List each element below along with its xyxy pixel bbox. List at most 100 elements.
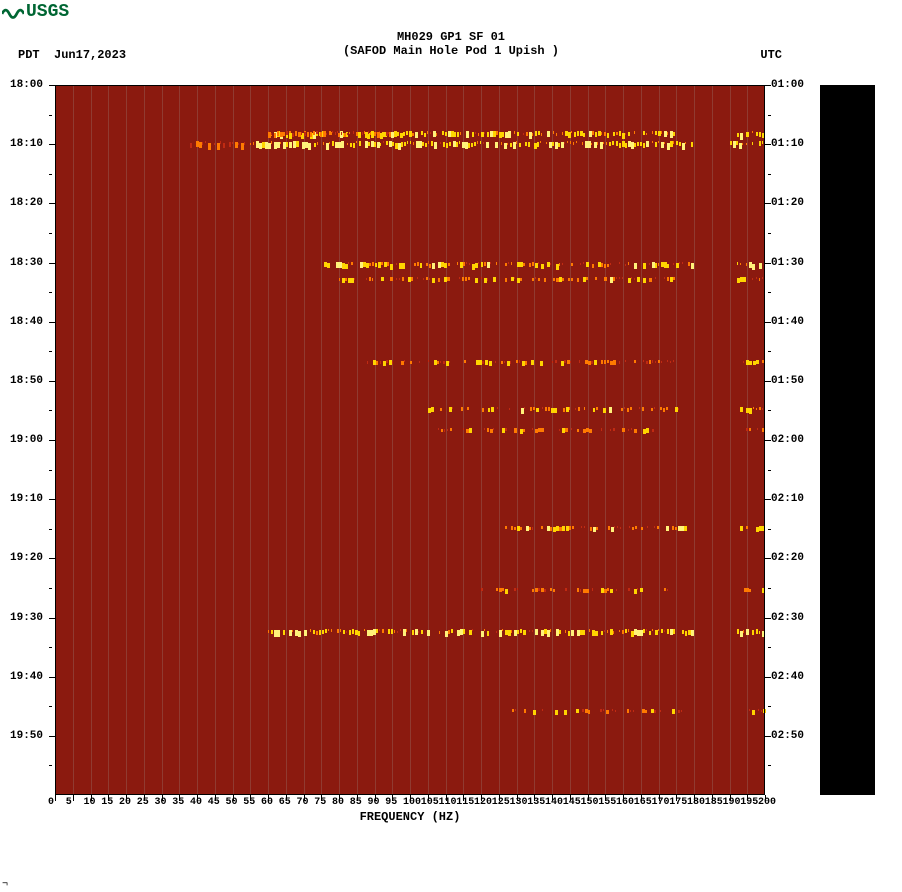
spectral-sliver	[746, 143, 747, 145]
spectral-sliver	[634, 263, 637, 269]
spectral-sliver	[652, 629, 653, 631]
spectral-sliver	[664, 142, 665, 144]
spectral-sliver	[412, 630, 414, 635]
spectral-sliver	[628, 429, 629, 431]
spectral-sliver	[664, 630, 665, 632]
spectral-sliver	[421, 630, 423, 634]
spectral-sliver	[596, 527, 598, 530]
spectral-sliver	[386, 141, 388, 145]
spectral-sliver	[616, 589, 617, 591]
spectral-sliver	[417, 277, 418, 279]
spectral-sliver	[404, 142, 406, 146]
corner-mark: ¬	[2, 879, 8, 890]
spectral-sliver	[601, 631, 603, 635]
y-tick-label: 01:30	[771, 257, 804, 269]
gridline	[321, 85, 322, 795]
gridline	[215, 85, 216, 795]
spectral-sliver	[643, 131, 645, 135]
spectral-sliver	[604, 630, 605, 632]
spectral-sliver	[499, 630, 502, 637]
spectral-sliver	[679, 142, 681, 146]
spectral-sliver	[678, 710, 680, 713]
spectral-sliver	[530, 407, 532, 411]
x-tick-label: 75	[314, 797, 326, 808]
x-tick-label: 70	[297, 797, 309, 808]
spectral-sliver	[472, 132, 474, 137]
spectral-sliver	[283, 132, 285, 136]
spectral-sliver	[505, 526, 507, 529]
spectral-sliver	[577, 429, 579, 432]
spectral-sliver	[538, 278, 540, 281]
spectral-sliver	[643, 360, 644, 362]
x-tick-label: 150	[581, 797, 599, 808]
spectral-sliver	[532, 262, 534, 266]
spectral-sliver	[238, 143, 239, 145]
x-tick-label: 135	[527, 797, 545, 808]
spectral-sliver	[436, 133, 437, 136]
spectral-sliver	[596, 407, 598, 410]
spectral-sliver	[736, 141, 738, 145]
spectral-sliver	[673, 629, 675, 634]
spectral-sliver	[353, 131, 354, 134]
gridline	[286, 85, 287, 795]
spectral-sliver	[505, 428, 507, 431]
spectral-sliver	[580, 263, 581, 265]
spectral-sliver	[523, 429, 525, 432]
spectral-sliver	[452, 407, 453, 409]
gridline	[694, 85, 695, 795]
spectral-band	[737, 278, 765, 284]
spectral-sliver	[746, 526, 748, 529]
spectral-sliver	[351, 262, 353, 265]
gridline	[676, 85, 677, 795]
spectral-sliver	[406, 629, 407, 632]
spectral-sliver	[437, 361, 439, 364]
x-tick-label: 175	[669, 797, 687, 808]
spectral-sliver	[752, 142, 753, 145]
spectral-sliver	[529, 630, 530, 632]
spectral-sliver	[592, 264, 594, 268]
spectral-sliver	[493, 277, 496, 282]
y-tick-label: 19:30	[10, 612, 43, 624]
spectral-sliver	[667, 132, 668, 135]
spectral-sliver	[756, 277, 757, 279]
spectral-sliver	[501, 361, 503, 364]
spectral-sliver	[632, 527, 634, 530]
x-tick-label: 165	[634, 797, 652, 808]
spectral-sliver	[679, 262, 680, 264]
spectral-sliver	[441, 429, 443, 432]
spectral-sliver	[438, 278, 440, 282]
gridline	[712, 85, 713, 795]
spectral-band	[428, 408, 687, 414]
spectral-sliver	[390, 264, 393, 270]
spectral-sliver	[390, 277, 393, 281]
spectral-sliver	[655, 277, 656, 279]
x-tick-label: 85	[350, 797, 362, 808]
spectral-sliver	[250, 143, 251, 145]
spectral-sliver	[613, 132, 615, 136]
spectral-sliver	[481, 588, 483, 591]
spectral-sliver	[481, 262, 483, 267]
spectral-sliver	[619, 630, 620, 632]
spectral-sliver	[542, 407, 543, 409]
spectral-sliver	[607, 360, 609, 363]
spectral-sliver	[410, 141, 411, 144]
spectral-sliver	[253, 142, 254, 145]
spectral-sliver	[292, 133, 294, 137]
spectral-sliver	[445, 132, 447, 136]
spectral-sliver	[610, 589, 613, 593]
spectral-sliver	[657, 526, 659, 529]
spectral-sliver	[672, 709, 675, 714]
x-tick-label: 155	[598, 797, 616, 808]
spectral-sliver	[520, 278, 522, 281]
spectral-sliver	[404, 360, 405, 362]
spectral-sliver	[574, 132, 576, 137]
spectral-sliver	[329, 142, 330, 144]
spectral-sliver	[654, 526, 655, 528]
spectral-sliver	[673, 360, 674, 362]
spectral-sliver	[514, 527, 516, 530]
spectral-sliver	[514, 588, 516, 591]
spectral-sliver	[682, 143, 685, 150]
spectral-sliver	[658, 141, 659, 143]
spectral-sliver	[540, 141, 541, 143]
spectral-sliver	[678, 408, 679, 410]
